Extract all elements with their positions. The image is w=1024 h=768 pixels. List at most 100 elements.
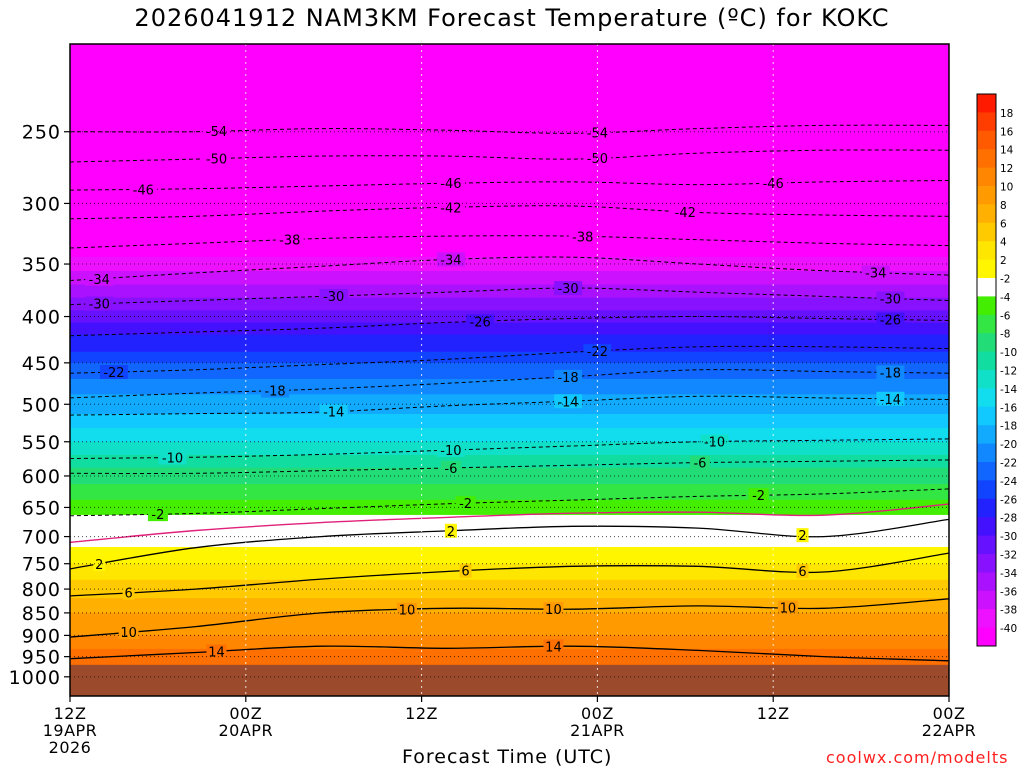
colorbar-swatch: [977, 333, 996, 352]
temp-band: [70, 67, 949, 80]
ground-surface: [70, 664, 949, 696]
x-axis-label: Forecast Time (UTC): [402, 746, 613, 768]
contour-label: -18: [264, 385, 285, 400]
temp-band: [70, 378, 949, 385]
colorbar-label: -20: [1000, 439, 1017, 451]
colorbar-label: -34: [1000, 568, 1017, 580]
contour-label-bg: [455, 496, 476, 511]
contour-label: -34: [865, 267, 886, 282]
colorbar-label: 2: [1000, 255, 1007, 267]
temp-band: [70, 384, 949, 390]
temp-band: [70, 589, 949, 593]
contour-label: 14: [545, 640, 562, 655]
x-tick-label: 20APR: [219, 721, 274, 740]
colorbar-label: -16: [1000, 402, 1017, 414]
temp-band: [70, 467, 949, 473]
contour-label-bg: [583, 150, 612, 165]
temp-band: [70, 484, 949, 489]
temp-band: [70, 101, 949, 113]
contour-label: -18: [880, 366, 901, 381]
temp-band: [70, 579, 949, 584]
colorbar-label: 12: [1000, 163, 1013, 175]
isotherm-contours: -54 -54-50 -50-46 -46 -46-42 -42-38 -38-34-34-…: [70, 124, 949, 662]
temp-band: [70, 195, 949, 205]
colorbar-label: -28: [1000, 513, 1017, 525]
temp-band: [70, 651, 949, 655]
contour-label-bg: [396, 602, 417, 617]
temp-band: [70, 576, 949, 581]
contour-label-bg: [568, 229, 597, 244]
temp-band: [70, 291, 949, 299]
y-tick-label: 750: [22, 554, 61, 576]
temp-band: [70, 310, 949, 318]
temp-band: [70, 234, 949, 243]
contour-label: 6: [461, 565, 469, 580]
contour-label: 10: [399, 604, 416, 619]
temp-band: [70, 610, 949, 614]
y-tick-label: 650: [22, 497, 61, 519]
colorbar-swatch: [977, 149, 996, 168]
x-tick-label: 12Z: [405, 704, 438, 723]
credit-link[interactable]: coolwx.com/modelts: [826, 748, 1009, 767]
temp-band: [70, 543, 949, 548]
temp-band: [70, 186, 949, 196]
temp-band: [70, 394, 949, 400]
x-tick-label: 19APR: [43, 721, 98, 740]
contour-label-bg: [261, 383, 290, 398]
temp-band: [70, 553, 949, 558]
temp-band: [70, 409, 949, 415]
temp-band: [70, 227, 949, 236]
temp-band: [70, 511, 949, 516]
contour-label-bg: [275, 232, 304, 247]
contour-label: -54: [206, 125, 227, 140]
temp-band: [70, 604, 949, 608]
contour-label-bg: [436, 176, 465, 191]
x-tick-label: 00Z: [229, 704, 262, 723]
temp-band: [70, 56, 949, 69]
temp-band: [70, 632, 949, 636]
colorbar-swatch: [977, 94, 996, 113]
contour-line: [70, 552, 949, 597]
chart-title: 2026041912 NAM3KM Forecast Temperature (…: [134, 4, 890, 32]
temp-band: [70, 211, 949, 221]
temp-band: [70, 546, 949, 551]
contour-label-bg: [444, 523, 457, 538]
temp-band: [70, 450, 949, 456]
colorbar: 18 16 14 12 10 8 6 4 2 -2 -4 -6 -8 -10 -12 -14 -16 -18 -20…: [976, 93, 1017, 647]
contour-label: 10: [545, 603, 562, 618]
temp-band: [70, 560, 949, 565]
colorbar-swatch: [977, 462, 996, 481]
freezing-line: [70, 503, 949, 544]
contour-label: -26: [470, 315, 491, 330]
temp-band: [70, 441, 949, 447]
colorbar-swatch: [977, 498, 996, 518]
temp-band: [70, 121, 949, 133]
contour-label: 6: [798, 565, 806, 580]
x-tick-label: 00Z: [581, 704, 614, 723]
y-tick-label: 900: [22, 625, 61, 647]
temp-band: [70, 277, 949, 286]
temp-band: [70, 249, 949, 258]
temp-band: [70, 627, 949, 631]
temp-band: [70, 437, 949, 443]
contour-label: 14: [208, 645, 225, 660]
temp-band: [70, 480, 949, 485]
temp-band: [70, 399, 949, 405]
contour-line: [70, 598, 949, 638]
colorbar-swatch: [977, 296, 996, 316]
colorbar-label: -2: [1000, 274, 1010, 286]
colorbar-label: -8: [1000, 329, 1010, 341]
temp-band: [70, 368, 949, 375]
contour-label-bg: [147, 507, 168, 522]
y-tick-label: 500: [22, 394, 61, 416]
temp-band: [70, 522, 949, 527]
contour-label: -50: [206, 153, 227, 168]
temp-band: [70, 615, 949, 620]
contour-label: -46: [440, 177, 461, 192]
temp-band: [70, 503, 949, 509]
temp-band: [70, 446, 949, 452]
temp-band: [70, 536, 949, 541]
x-tick-label: 12Z: [757, 704, 790, 723]
contour-label-bg: [93, 557, 106, 572]
